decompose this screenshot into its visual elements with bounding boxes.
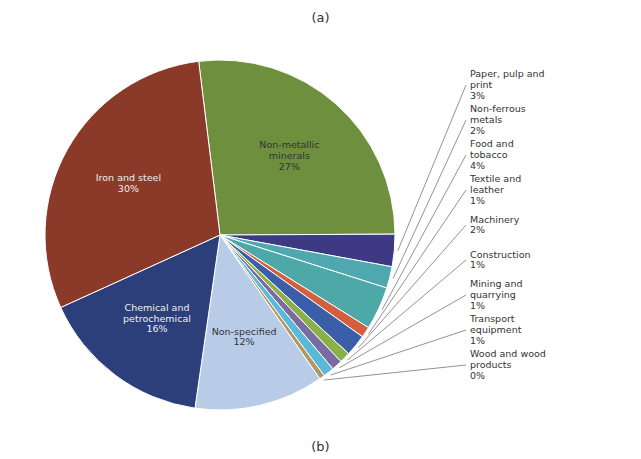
value-label: 27% — [279, 161, 300, 172]
leader-line — [339, 295, 466, 368]
value-label: 12% — [234, 336, 255, 347]
slice-label-line: tobacco — [470, 149, 508, 160]
slice-label-line: Non-metallic — [259, 139, 319, 150]
value-label: 1% — [470, 195, 485, 206]
slice-label-line: Textile and — [469, 173, 521, 184]
slice-label: Construction — [470, 248, 531, 259]
slice-label-line: equipment — [470, 324, 522, 335]
slice-label: Iron and steel — [96, 172, 161, 183]
leader-line — [331, 330, 466, 375]
slice-label-line: Machinery — [470, 213, 520, 224]
slice-label-line: metals — [470, 114, 502, 125]
value-label: 30% — [118, 183, 139, 194]
slice-label-line: quarrying — [470, 289, 516, 300]
slice-label: Textile andleather — [469, 173, 521, 195]
value-label: 2% — [470, 224, 485, 235]
leader-line — [324, 365, 466, 380]
slice-label: Non-metallicminerals — [259, 139, 319, 161]
value-label: 1% — [470, 335, 485, 346]
slice-label-line: products — [470, 359, 512, 370]
slice-label-line: Non-ferrous — [470, 103, 526, 114]
slice-label: Chemical andpetrochemical — [123, 301, 191, 323]
value-label: 4% — [470, 160, 485, 171]
pie: Non-metallicminerals27% Non-specified12% C… — [45, 60, 546, 410]
slice-label-line: Construction — [470, 248, 531, 259]
slice-label: Transportequipment — [469, 313, 522, 335]
slice-label-line: Chemical and — [124, 301, 189, 312]
slice-label-line: Wood and wood — [470, 348, 546, 359]
slices — [45, 60, 395, 410]
value-label: 3% — [470, 90, 485, 101]
slice-label: Food andtobacco — [470, 138, 514, 160]
slice-label-line: Paper, pulp and — [470, 68, 545, 79]
value-label: 16% — [146, 323, 167, 334]
leader-line — [398, 85, 466, 251]
slice-label-line: print — [470, 79, 493, 90]
slice-label: Non-specified — [212, 325, 277, 336]
value-label: 1% — [470, 300, 485, 311]
chart: (a) (b) Non-metallicminerals27% Non-specifi… — [0, 0, 641, 459]
slice-label-line: minerals — [269, 150, 310, 161]
value-label: 1% — [470, 259, 485, 270]
slice-label: Machinery — [470, 213, 520, 224]
leader-line — [382, 155, 466, 310]
slice — [199, 60, 395, 235]
value-label: 0% — [470, 370, 485, 381]
labels: Non-metallicminerals27% Non-specified12% C… — [96, 68, 546, 381]
slice — [45, 61, 220, 307]
value-label: 2% — [470, 125, 485, 136]
leader-line — [368, 190, 466, 334]
title: (a) — [311, 10, 329, 25]
slice-label-line: Non-specified — [212, 325, 277, 336]
slice-label: Paper, pulp andprint — [470, 68, 545, 90]
leader-line — [347, 260, 466, 360]
leader-line — [393, 120, 466, 278]
slice-label-line: Transport — [469, 313, 515, 324]
slice-label-line: Iron and steel — [96, 172, 161, 183]
slice-label: Wood and woodproducts — [470, 348, 546, 370]
slice-label-line: Food and — [470, 138, 514, 149]
leader-line — [358, 225, 466, 348]
slice-label: Mining andquarrying — [470, 278, 522, 300]
subtitle: (b) — [311, 439, 329, 454]
slice-label-line: leather — [470, 184, 504, 195]
slice-label-line: Mining and — [470, 278, 522, 289]
slice-label: Non-ferrousmetals — [470, 103, 526, 125]
slice-label-line: petrochemical — [123, 312, 191, 323]
